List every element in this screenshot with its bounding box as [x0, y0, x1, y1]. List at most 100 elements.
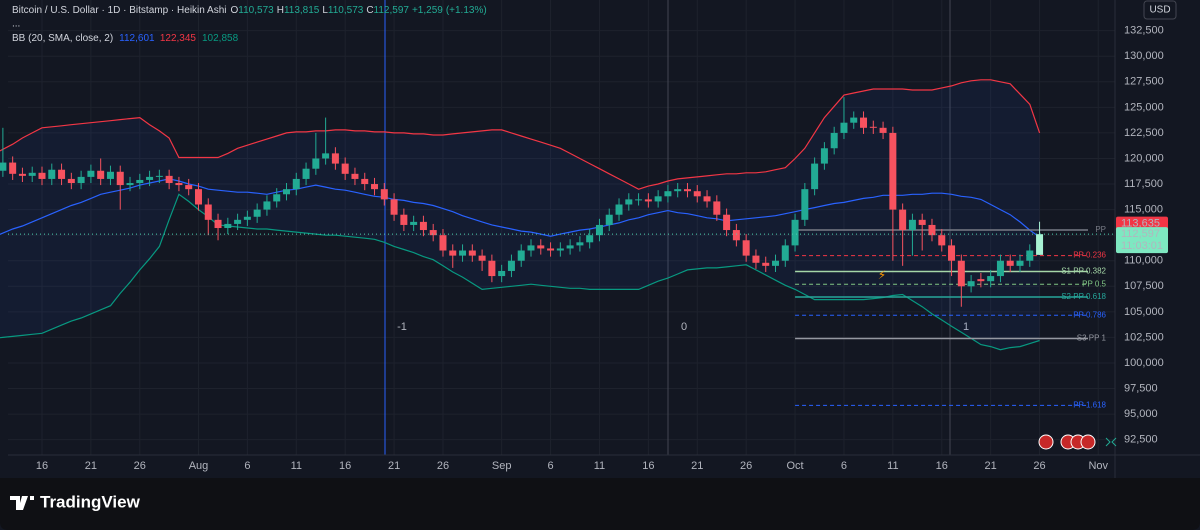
candle-body [400, 214, 408, 225]
candle-body [615, 204, 623, 215]
candle-body [48, 169, 56, 179]
candle-body [517, 250, 525, 261]
event-icon[interactable]: ⚡ [878, 268, 886, 282]
ohlc-key: L [322, 5, 328, 16]
collapse-icon[interactable] [1105, 437, 1117, 447]
candle-body [67, 178, 75, 184]
ohlc-value: 110,573 [238, 5, 274, 16]
candle-body [449, 250, 457, 256]
x-tick-label: 11 [594, 460, 605, 472]
pivot-label: S3 PP 1 [1077, 334, 1107, 343]
candle-body [899, 209, 907, 231]
x-tick-label: Nov [1088, 460, 1108, 472]
pivot-label: S1 PP 0.382 [1061, 267, 1106, 276]
x-tick-label: 21 [388, 460, 400, 472]
candle-body [106, 171, 114, 179]
pivot-label: PP 0.5 [1082, 279, 1106, 288]
y-tick-label: 120,000 [1124, 152, 1164, 164]
candle-body [507, 260, 515, 271]
band-line [0, 79, 1041, 190]
candle-body [273, 194, 281, 202]
candle-body [869, 126, 877, 128]
ohlc-value: 113,815 [284, 5, 320, 16]
y-tick-label: 122,500 [1124, 127, 1164, 139]
candle-body [371, 184, 379, 190]
indicator-name: BB (20, SMA, close, 2) [12, 33, 113, 44]
candle-body [566, 245, 574, 249]
candle-body [732, 230, 740, 241]
candle-body [204, 204, 212, 220]
candle-body [341, 163, 349, 174]
candle-body [772, 260, 779, 266]
candle-body [478, 255, 486, 261]
candle-body [253, 209, 261, 217]
candle-body [214, 219, 222, 229]
ohlc-value: 110,573 [328, 5, 364, 16]
candle-body [547, 248, 555, 251]
candle-body [1036, 234, 1044, 255]
brand-logo [10, 496, 34, 510]
candle-body [625, 199, 633, 205]
candle-body [781, 245, 789, 261]
candle-body [87, 170, 95, 177]
y-tick-label: 117,500 [1124, 178, 1163, 190]
candle-body [791, 219, 799, 246]
candle-body [312, 158, 320, 169]
candle-body [977, 279, 985, 282]
candle-body [136, 179, 144, 184]
event-badge[interactable] [1038, 434, 1054, 450]
candle-body [654, 196, 662, 202]
y-tick-label: 130,000 [1124, 50, 1164, 62]
candle-body [331, 153, 339, 164]
candle-body [938, 235, 946, 246]
x-tick-label: 26 [1033, 460, 1045, 472]
event-badges[interactable] [1038, 434, 1117, 450]
y-tick-label: 132,500 [1124, 25, 1164, 37]
candle-body [419, 221, 427, 231]
price-tag-time: 11:03:01 [1121, 240, 1163, 252]
candle-body [97, 170, 105, 179]
candle-body [967, 281, 975, 287]
price-tag [1116, 216, 1168, 231]
x-tick-label: 16 [339, 460, 351, 472]
x-tick-label: 21 [985, 460, 997, 472]
candle-body [322, 153, 330, 159]
candle-body [468, 250, 476, 256]
y-tick-label: 115,000 [1124, 204, 1163, 216]
x-tick-label: 26 [134, 460, 146, 472]
candle-body [439, 235, 447, 251]
candle-body [595, 224, 603, 236]
candle-body [194, 189, 202, 205]
candle-body [683, 189, 691, 192]
x-tick-label: 21 [691, 460, 703, 472]
pivot-label: PP 1.618 [1073, 401, 1106, 410]
plot-area: -1 0 1 PP PP 0.236 S1 PP 0.382 PP 0.5 S2 PP 0.6… [0, 0, 1115, 455]
candle-body [38, 172, 46, 179]
candle-body [830, 132, 838, 149]
candle-body [762, 262, 770, 266]
event-badge[interactable] [1080, 434, 1096, 450]
candle-body [263, 201, 271, 210]
candle-body [361, 178, 369, 185]
candle-body [302, 168, 310, 179]
candle-body [693, 191, 701, 197]
candle-body [644, 199, 652, 202]
x-tick-label: 16 [642, 460, 654, 472]
candle-body [429, 230, 437, 236]
candle-body [860, 117, 868, 128]
x-tick-label: 11 [887, 460, 898, 472]
x-tick-label: 16 [936, 460, 948, 472]
x-tick-label: 26 [437, 460, 449, 472]
candle-body [28, 172, 36, 176]
more-button[interactable]: ... [12, 19, 20, 30]
x-tick-label: 26 [740, 460, 752, 472]
x-tick-label: 16 [36, 460, 48, 472]
candle-body [224, 223, 232, 229]
y-tick-label: 97,500 [1124, 382, 1158, 394]
x-tick-label: Aug [189, 460, 209, 472]
candle-body [488, 260, 496, 277]
currency-button[interactable] [1143, 0, 1177, 20]
candle-body [908, 219, 916, 231]
